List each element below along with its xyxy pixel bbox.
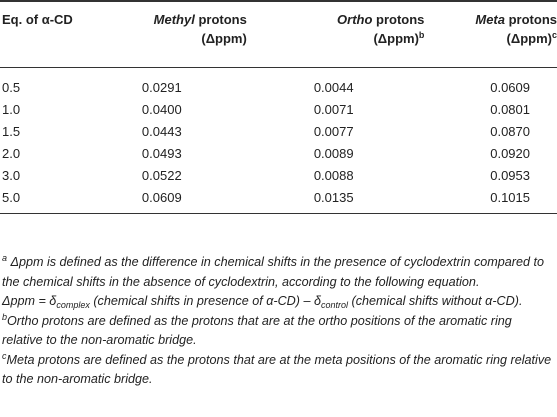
header-methyl-unit: (Δppm) (201, 31, 247, 46)
cell-meta: 0.0801 (490, 101, 530, 117)
footnote-equation: Δppm = δcomplex (chemical shifts in pres… (2, 292, 555, 312)
equation-mid: (chemical shifts in presence of α-CD) – … (89, 294, 321, 308)
cell-meta: 0.0920 (490, 145, 530, 161)
header-methyl-protons: Methyl protons (Δppm) (84, 1, 247, 67)
header-meta-protons: Meta protons (Δppm)c (424, 1, 557, 67)
header-row: Eq. of α-CD Methyl protons (Δppm) Ortho … (0, 1, 557, 67)
footnote-a: a Δppm is defined as the difference in c… (2, 253, 555, 292)
table-header: Eq. of α-CD Methyl protons (Δppm) Ortho … (0, 1, 557, 67)
table-row: 5.0 0.0609 0.0135 0.1015 (0, 187, 557, 213)
footnote-a-text: Δppm is defined as the difference in che… (2, 255, 544, 289)
cell-meta: 0.0870 (490, 123, 530, 139)
header-meta-footnote-marker: c (551, 30, 557, 40)
header-ortho-rest: protons (372, 12, 425, 27)
cell-ortho: 0.0077 (313, 123, 354, 139)
table-row: 1.0 0.0400 0.0071 0.0801 (0, 99, 557, 121)
equation-sub-complex: complex (56, 300, 90, 310)
cell-meta: 0.0609 (490, 79, 530, 95)
table-body: 0.5 0.0291 0.0044 0.0609 1.0 0.0400 0.00… (0, 67, 557, 213)
footnote-b: bOrtho protons are defined as the proton… (2, 312, 555, 351)
table-row: 3.0 0.0522 0.0088 0.0953 (0, 165, 557, 187)
table-row: 0.5 0.0291 0.0044 0.0609 (0, 67, 557, 99)
cell-ortho: 0.0071 (313, 101, 354, 117)
cell-methyl: 0.0493 (141, 145, 182, 161)
footnote-b-text: Ortho protons are defined as the protons… (2, 313, 512, 348)
cell-ortho: 0.0089 (313, 145, 354, 161)
cell-methyl: 0.0443 (141, 123, 182, 139)
header-meta-rest: protons (505, 12, 557, 27)
table-row: 2.0 0.0493 0.0089 0.0920 (0, 143, 557, 165)
header-meta-unit: (Δppm) (506, 31, 552, 46)
data-table: Eq. of α-CD Methyl protons (Δppm) Ortho … (0, 1, 557, 213)
cell-eq: 3.0 (2, 167, 21, 183)
header-ortho-protons: Ortho protons (Δppm)b (247, 1, 425, 67)
header-ortho-footnote-marker: b (418, 30, 425, 40)
cell-methyl: 0.0291 (141, 79, 182, 95)
header-methyl-italic: Methyl (153, 12, 195, 27)
equation-sub-control: control (320, 300, 348, 310)
header-eq-alpha-cd: Eq. of α-CD (2, 12, 73, 27)
cell-meta: 0.0953 (490, 167, 530, 183)
header-meta-italic: Meta (475, 12, 505, 27)
cell-ortho: 0.0135 (313, 189, 354, 205)
equation-lhs: Δppm = δ (2, 294, 57, 308)
cell-methyl: 0.0522 (141, 167, 182, 183)
footnote-b-marker: b (2, 311, 8, 322)
footnote-a-marker: a (2, 253, 8, 263)
cell-methyl: 0.0400 (141, 101, 182, 117)
cell-eq: 0.5 (2, 79, 21, 95)
cell-eq: 1.5 (2, 123, 21, 139)
equation-rhs: (chemical shifts without α-CD). (348, 294, 523, 308)
table-footnotes: a Δppm is defined as the difference in c… (2, 253, 555, 390)
cell-methyl: 0.0609 (141, 189, 182, 205)
table-row: 1.5 0.0443 0.0077 0.0870 (0, 121, 557, 143)
cell-eq: 1.0 (2, 101, 21, 117)
cell-eq: 2.0 (2, 145, 21, 161)
header-ortho-unit: (Δppm) (373, 31, 419, 46)
cell-ortho: 0.0088 (313, 167, 354, 183)
cell-ortho: 0.0044 (313, 79, 354, 95)
cell-eq: 5.0 (2, 189, 21, 205)
footnote-c-marker: c (2, 350, 7, 361)
header-methyl-rest: protons (194, 12, 247, 27)
footnote-c: cMeta protons are defined as the protons… (2, 351, 555, 390)
footnote-c-text: Meta protons are defined as the protons … (2, 352, 552, 387)
header-ortho-italic: Ortho (337, 12, 373, 27)
cell-meta: 0.1015 (490, 189, 530, 205)
